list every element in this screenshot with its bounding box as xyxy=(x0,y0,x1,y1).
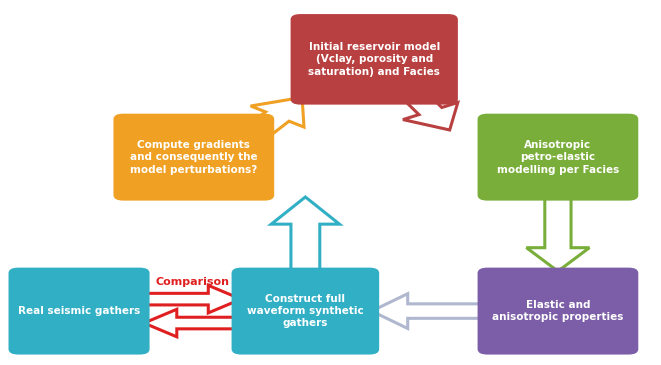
FancyBboxPatch shape xyxy=(477,268,639,354)
Text: Real seismic gathers: Real seismic gathers xyxy=(18,306,140,316)
FancyBboxPatch shape xyxy=(9,268,149,354)
Text: Anisotropic
petro-elastic
modelling per Facies: Anisotropic petro-elastic modelling per … xyxy=(497,140,619,174)
FancyBboxPatch shape xyxy=(231,268,379,354)
Text: Compute gradients
and consequently the
model perturbations?: Compute gradients and consequently the m… xyxy=(130,140,258,174)
Text: Initial reservoir model
(Vclay, porosity and
saturation) and Facies: Initial reservoir model (Vclay, porosity… xyxy=(308,42,440,77)
Text: Comparison: Comparison xyxy=(155,277,229,287)
FancyBboxPatch shape xyxy=(291,14,458,105)
FancyBboxPatch shape xyxy=(114,114,274,201)
Text: Construct full
waveform synthetic
gathers: Construct full waveform synthetic gather… xyxy=(247,294,364,329)
Text: Elastic and
anisotropic properties: Elastic and anisotropic properties xyxy=(492,300,623,322)
FancyBboxPatch shape xyxy=(477,114,639,201)
